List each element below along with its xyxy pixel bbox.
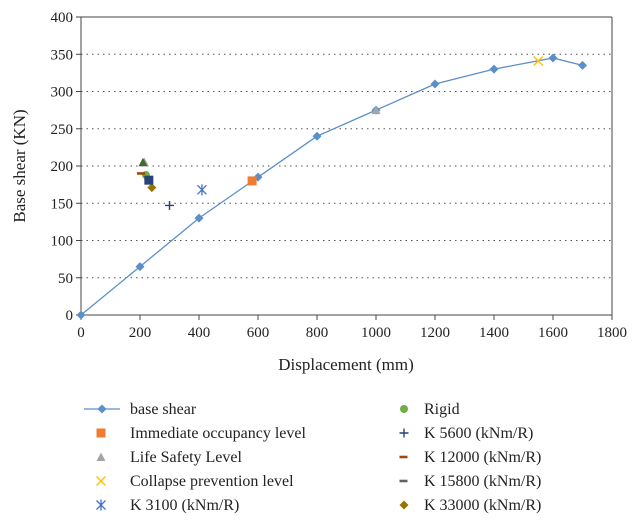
x-tick-label: 800 — [306, 325, 329, 341]
legend-marker — [399, 428, 409, 438]
k-3100-knm-r-marker — [196, 184, 207, 196]
series-lines — [80, 57, 583, 316]
y-tick-label: 50 — [58, 271, 73, 287]
tick-labels: 0 50 100 150 200 250 300 350 400 0 200 400 600 800 100… — [51, 10, 628, 341]
point-marker — [144, 175, 154, 185]
legend-marker — [96, 428, 106, 438]
legend-item: Life Safety Level — [96, 449, 243, 466]
legend-item: base shear — [84, 401, 197, 418]
legend-item: K 3100 (kNm/R) — [96, 497, 239, 514]
y-tick-label: 150 — [51, 196, 74, 212]
x-tick-label: 1400 — [479, 325, 509, 341]
x-tick-label: 0 — [77, 325, 85, 341]
legend: base shear Rigid Immediate occupancy level… — [84, 401, 541, 514]
legend-label: K 33000 (kNm/R) — [424, 497, 541, 514]
legend-label: base shear — [130, 401, 197, 418]
legend-marker — [399, 455, 408, 459]
legend-marker — [399, 500, 409, 510]
x-tick-label: 1000 — [361, 325, 391, 341]
legend-item: K 33000 (kNm/R) — [399, 497, 541, 514]
base-shear-marker — [489, 64, 499, 74]
legend-label: K 3100 (kNm/R) — [130, 497, 239, 514]
base-shear-marker — [430, 79, 440, 89]
life-safety-level-marker — [371, 105, 381, 115]
legend-marker — [400, 405, 408, 413]
grid — [81, 16, 612, 279]
base-shear-marker — [548, 53, 558, 63]
legend-label: Life Safety Level — [130, 449, 243, 466]
legend-marker — [97, 404, 107, 414]
legend-label: K 12000 (kNm/R) — [424, 449, 541, 466]
axes — [76, 16, 613, 320]
y-tick-label: 300 — [51, 85, 74, 101]
legend-marker — [96, 452, 106, 461]
legend-item: Rigid — [400, 401, 460, 418]
y-tick-label: 200 — [51, 159, 74, 175]
x-tick-label: 1200 — [420, 325, 450, 341]
y-tick-label: 400 — [51, 10, 74, 26]
legend-label: Immediate occupancy level — [130, 425, 306, 442]
x-tick-label: 400 — [188, 325, 211, 341]
x-tick-label: 1800 — [597, 325, 627, 341]
k-12000-knm-r-marker — [136, 172, 145, 175]
legend-item: Immediate occupancy level — [96, 425, 306, 442]
x-tick-label: 200 — [129, 325, 152, 341]
legend-label: K 5600 (kNm/R) — [424, 425, 533, 442]
x-tick-label: 1600 — [538, 325, 568, 341]
collapse-prevention-level-marker — [533, 55, 544, 66]
y-axis-title: Base shear (KN) — [10, 109, 29, 222]
base-shear-marker — [578, 60, 587, 70]
legend-item: K 12000 (kNm/R) — [399, 449, 541, 466]
k-5600-knm-r-marker — [165, 200, 174, 210]
x-axis-title: Displacement (mm) — [278, 355, 414, 374]
base-shear-marker — [312, 131, 322, 141]
immediate-occupancy-level-marker — [247, 176, 257, 186]
legend-item: K 15800 (kNm/R) — [399, 473, 541, 490]
base-shear-marker — [135, 262, 145, 272]
base-shear-marker — [76, 310, 86, 320]
base-shear-marker — [194, 213, 204, 223]
series-markers — [76, 53, 587, 320]
legend-marker — [96, 476, 106, 486]
legend-marker — [399, 479, 408, 483]
legend-item: Collapse prevention level — [96, 473, 294, 490]
legend-item: K 5600 (kNm/R) — [399, 425, 533, 442]
y-tick-label: 100 — [51, 234, 74, 250]
y-tick-label: 350 — [51, 47, 74, 63]
point-marker — [138, 157, 148, 167]
y-tick-label: 0 — [66, 308, 74, 324]
legend-label: Collapse prevention level — [130, 473, 294, 490]
base-shear-line — [80, 57, 583, 316]
legend-label: Rigid — [424, 401, 460, 418]
legend-marker — [96, 499, 106, 511]
x-tick-label: 600 — [247, 325, 270, 341]
y-tick-label: 250 — [51, 122, 74, 138]
legend-label: K 15800 (kNm/R) — [424, 473, 541, 490]
k-33000-knm-r-marker — [147, 183, 157, 193]
